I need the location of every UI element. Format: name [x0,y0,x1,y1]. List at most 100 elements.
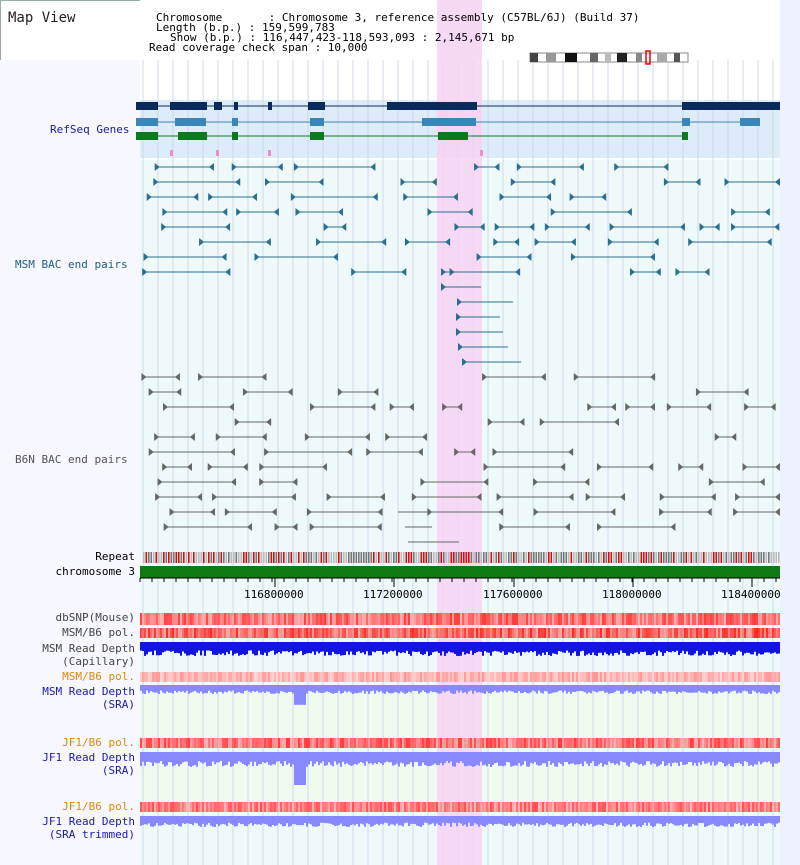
repeat-mark [610,552,613,563]
repeat-mark [675,552,678,563]
heat-cell [302,672,304,682]
heat-cell [572,738,574,748]
heat-cell [526,613,528,625]
heat-cell [710,738,712,748]
heat-cell [176,738,178,748]
heat-cell [644,628,646,638]
repeat-mark [750,552,753,563]
heat-cell [704,802,706,812]
depth-bar [756,642,758,656]
depth-bar [648,685,650,691]
heat-cell [312,613,314,625]
heat-cell [758,613,760,625]
heat-cell [482,738,484,748]
heat-cell [242,628,244,638]
repeat-mark [338,552,340,563]
depth-bar [688,816,690,827]
heat-cell [270,672,272,682]
depth-bar [212,752,214,762]
heat-cell [650,628,652,638]
refseq-genes-label[interactable]: RefSeq Genes [50,123,130,136]
depth-bar [266,752,268,763]
depth-bar [380,752,382,764]
heat-cell [202,628,204,638]
heat-cell [344,738,346,748]
heat-cell [176,613,178,625]
msm-bac-label[interactable]: MSM BAC end pairs [15,258,128,271]
depth-bar [168,685,170,693]
depth-bar [446,816,448,824]
depth-bar [504,685,506,691]
b6n-pair-end [610,403,616,411]
coverage-span-info: Read coverage check span : 10,000 [149,41,368,54]
repeat-mark [588,552,590,563]
heat-cell [752,738,754,748]
repeat-mark [408,552,410,563]
heat-cell [652,672,654,682]
heat-cell [616,628,618,638]
heat-cell [170,802,172,812]
depth-bar [402,752,404,764]
heat-cell [146,672,148,682]
heat-cell [242,672,244,682]
repeat-mark [538,552,540,563]
heat-cell [266,738,268,748]
b6n-bac-label[interactable]: B6N BAC end pairs [15,453,128,466]
heat-cell [222,613,224,625]
b6n-pair-end [648,463,654,471]
heat-cell [478,672,480,682]
depth-bar [734,642,736,655]
heat-cell [576,672,578,682]
heat-cell [608,738,610,748]
heat-cell [504,802,506,812]
chromosome-info: Chromosome : Chromosome 3, reference ass… [156,11,640,24]
heat-cell [294,628,296,638]
heat-cell [656,613,658,625]
heat-cell [306,628,308,638]
depth-bar [208,816,210,823]
heat-cell [358,628,360,638]
msm-pair-end [476,253,482,261]
repeat-mark [473,552,475,563]
depth-bar [388,816,390,826]
b6n-pair-end [744,403,750,411]
msm-pair-end [427,208,433,216]
heat-cell [732,672,734,682]
repeat-mark [775,552,778,563]
repeat-mark [628,552,630,563]
depth-bar [560,752,562,764]
heat-cell [472,802,474,812]
depth-bar [724,816,726,827]
heat-cell [294,672,296,682]
heat-cell [226,738,228,748]
heat-cell [550,613,552,625]
depth-bar [284,752,286,762]
depth-bar [452,642,454,653]
heat-cell [370,672,372,682]
depth-bar [206,685,208,694]
repeat-mark [480,552,483,563]
repeat-mark [455,552,458,563]
depth-bar [476,752,478,765]
msm-pair-end [142,268,148,276]
heat-cell [764,802,766,812]
depth-bar [430,752,432,766]
heat-cell [732,802,734,812]
depth-bar [412,642,414,652]
depth-bar [684,816,686,825]
b6n-pair-end [408,403,414,411]
heat-cell [300,613,302,625]
heat-cell [288,672,290,682]
depth-bar [736,816,738,825]
depth-bar [620,816,622,823]
heat-cell [254,672,256,682]
heat-cell [778,738,780,748]
heat-cell [430,802,432,812]
depth-bar [404,752,406,767]
depth-bar [466,642,468,654]
depth-bar [574,752,576,765]
repeat-mark [433,552,435,563]
heat-cell [602,738,604,748]
depth-bar [444,752,446,764]
